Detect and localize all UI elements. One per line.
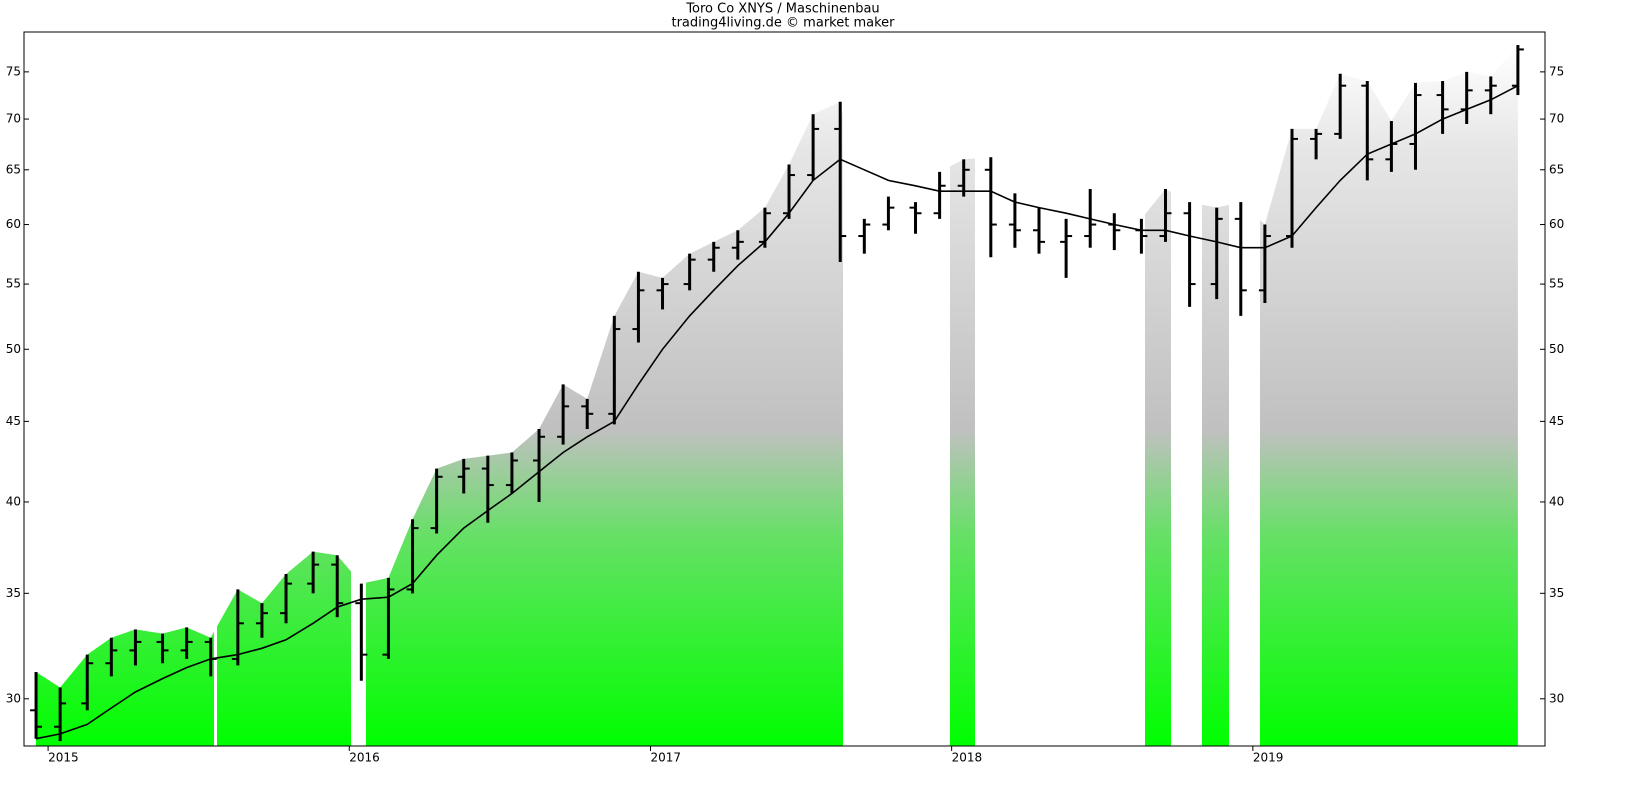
gaps <box>214 33 1260 746</box>
moving-average <box>35 84 1519 740</box>
y-tick-label: 70 <box>6 112 21 126</box>
x-tick-label: 2019 <box>1253 751 1284 765</box>
y-tick-label: 60 <box>6 217 21 231</box>
y-tick-label: 45 <box>6 414 21 428</box>
y-tick-label: 50 <box>6 342 21 356</box>
y-tick-label: 75 <box>6 64 21 78</box>
range-area <box>36 45 1518 746</box>
x-tick-label: 2017 <box>650 751 681 765</box>
y-tick-label: 40 <box>6 494 21 508</box>
y-tick-label: 55 <box>6 277 21 291</box>
plot <box>36 45 1518 746</box>
series-layer: 30 30 35 35 40 40 45 45 50 50 55 55 60 60 65 65 70 70 75 75… <box>6 45 1564 765</box>
y-tick-label: 60 <box>1549 217 1564 231</box>
y-tick-label: 30 <box>6 691 21 705</box>
y-tick-label: 65 <box>6 162 21 176</box>
y-tick-label: 50 <box>1549 342 1564 356</box>
x-tick-label: 2015 <box>48 751 79 765</box>
y-tick-label: 65 <box>1549 162 1564 176</box>
chart-title: Toro Co XNYS / Maschinenbau <box>685 2 879 17</box>
y-tick-label: 35 <box>1549 586 1564 600</box>
y-tick-label: 70 <box>1549 112 1564 126</box>
y-tick-label: 40 <box>1549 494 1564 508</box>
y-tick-label: 30 <box>1549 691 1564 705</box>
y-tick-label: 55 <box>1549 277 1564 291</box>
x-tick-label: 2018 <box>952 751 983 765</box>
y-tick-label: 45 <box>1549 414 1564 428</box>
x-tick-label: 2016 <box>349 751 380 765</box>
chart-subtitle: trading4living.de © market maker <box>671 16 895 31</box>
y-tick-label: 75 <box>1549 64 1564 78</box>
plot-frame <box>23 31 1546 747</box>
y-tick-label: 35 <box>6 586 21 600</box>
